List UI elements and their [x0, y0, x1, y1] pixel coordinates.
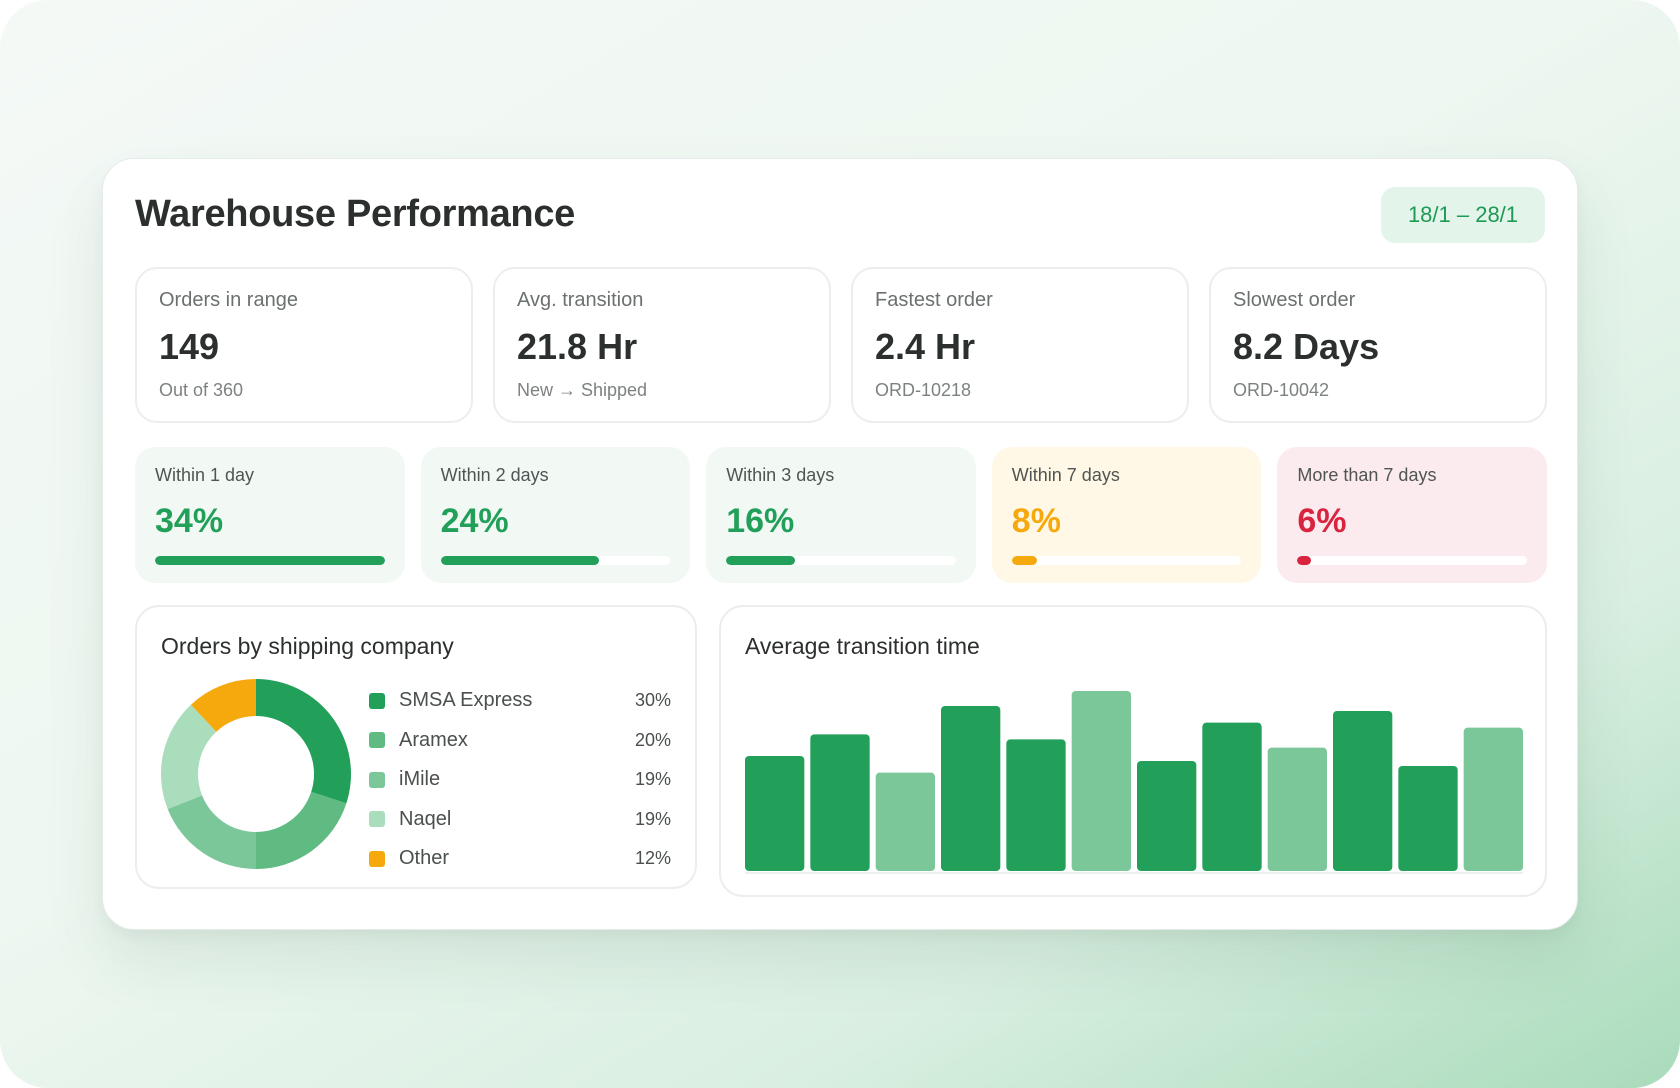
delivery-buckets-row: Within 1 day 34% Within 2 days 24% Withi… [135, 447, 1547, 583]
bar-1[interactable] [745, 756, 805, 871]
stat-card-fastest[interactable]: Fastest order 2.4 Hr ORD-10218 [851, 267, 1189, 423]
order-id-link[interactable]: ORD-10042 [1233, 380, 1330, 400]
transition-bar-chart [745, 691, 1523, 874]
bucket-progress-track [155, 556, 385, 565]
bar-3[interactable] [875, 772, 935, 871]
stat-card-avg-transition: Avg. transition 21.8 Hr New → Shipped [493, 267, 831, 423]
legend-percent: 20% [634, 729, 671, 750]
bucket-value: 34% [155, 502, 224, 540]
bar-9[interactable] [1267, 747, 1327, 871]
order-id-link[interactable]: ORD-10218 [875, 380, 972, 400]
bucket-label: More than 7 days [1297, 465, 1437, 485]
bar-8[interactable] [1202, 722, 1262, 871]
bucket-value: 6% [1297, 502, 1347, 540]
legend-swatch [369, 850, 385, 867]
stats-row: Orders in range 149 Out of 360 Avg. tran… [135, 267, 1547, 423]
stat-label: Slowest order [1233, 289, 1356, 311]
stat-value: 8.2 Days [1233, 326, 1380, 367]
stat-value: 2.4 Hr [875, 326, 976, 367]
bar-5[interactable] [1006, 739, 1066, 871]
bucket-more-than-7-days: More than 7 days 6% [1277, 447, 1547, 583]
legend-item[interactable]: iMile 19% [369, 760, 671, 800]
stat-sub: New → Shipped [517, 380, 648, 400]
bucket-within-2-days: Within 2 days 24% [420, 447, 691, 583]
legend-swatch [369, 811, 385, 828]
stat-sub: Out of 360 [159, 380, 244, 400]
stat-value: 149 [159, 326, 220, 367]
bucket-value: 16% [726, 502, 795, 540]
legend-percent: 19% [634, 808, 671, 829]
legend-swatch [369, 732, 385, 749]
bucket-progress-fill [726, 556, 796, 565]
bucket-progress-fill [1297, 556, 1312, 565]
legend-item[interactable]: Aramex 20% [369, 721, 671, 761]
bucket-progress-track [1011, 556, 1242, 565]
stat-card-orders: Orders in range 149 Out of 360 [135, 267, 473, 423]
legend-item[interactable]: Naqel 19% [369, 800, 671, 840]
legend-percent: 30% [634, 690, 671, 711]
legend-swatch [369, 692, 385, 709]
bucket-label: Within 7 days [1011, 465, 1120, 485]
stat-label: Avg. transition [517, 289, 644, 311]
bucket-label: Within 3 days [726, 465, 835, 485]
bucket-progress-fill [155, 556, 385, 565]
bar-12[interactable] [1463, 727, 1523, 871]
shipping-legend: SMSA Express 30% Aramex 20% iMile 19% Na… [369, 681, 671, 879]
bar-11[interactable] [1398, 766, 1458, 871]
bucket-progress-track [726, 556, 956, 565]
bucket-within-1-day: Within 1 day 34% [135, 447, 405, 583]
shipping-donut-chart [161, 679, 351, 869]
legend-percent: 12% [634, 848, 671, 869]
legend-swatch [369, 771, 385, 788]
bucket-within-7-days: Within 7 days 8% [991, 447, 1262, 583]
legend-name: SMSA Express [399, 689, 533, 712]
legend-name: iMile [399, 768, 441, 791]
donut-slice-smsa-express[interactable] [256, 679, 351, 804]
donut-slice-other[interactable] [190, 679, 256, 732]
bucket-label: Within 2 days [440, 465, 549, 485]
date-range-button[interactable]: 18/1 – 28/1 [1381, 187, 1545, 243]
donut-slice-aramex[interactable] [256, 791, 347, 869]
bucket-progress-track [440, 556, 671, 565]
bucket-progress-fill [1011, 556, 1038, 565]
bucket-label: Within 1 day [155, 465, 255, 485]
bucket-progress-fill [440, 556, 599, 565]
stat-card-slowest[interactable]: Slowest order 8.2 Days ORD-10042 [1209, 267, 1547, 423]
legend-percent: 19% [634, 769, 671, 790]
transition-time-panel: Average transition time [719, 605, 1547, 897]
bucket-value: 8% [1011, 502, 1061, 540]
bar-2[interactable] [810, 734, 870, 871]
donut-slice-naqel[interactable] [161, 704, 217, 809]
stat-value: 21.8 Hr [517, 326, 638, 367]
bar-6[interactable] [1071, 691, 1131, 871]
panel-title: Orders by shipping company [161, 633, 454, 659]
bar-7[interactable] [1137, 761, 1197, 871]
legend-name: Other [399, 847, 450, 870]
page-title: Warehouse Performance [135, 193, 575, 235]
bucket-progress-track [1297, 556, 1527, 565]
bar-4[interactable] [941, 706, 1001, 871]
shipping-company-panel: Orders by shipping company SMSA Express … [135, 605, 697, 889]
stat-label: Orders in range [159, 289, 298, 311]
bucket-value: 24% [440, 502, 509, 540]
dashboard-card: Warehouse Performance 18/1 – 28/1 Orders… [102, 158, 1578, 930]
legend-name: Naqel [399, 807, 452, 830]
legend-name: Aramex [399, 728, 468, 751]
stat-label: Fastest order [875, 289, 993, 311]
panel-title: Average transition time [745, 633, 980, 659]
legend-item[interactable]: Other 12% [369, 839, 671, 879]
bar-10[interactable] [1333, 711, 1393, 871]
legend-item[interactable]: SMSA Express 30% [369, 681, 671, 721]
donut-slice-imile[interactable] [167, 795, 256, 869]
bucket-within-3-days: Within 3 days 16% [706, 447, 976, 583]
